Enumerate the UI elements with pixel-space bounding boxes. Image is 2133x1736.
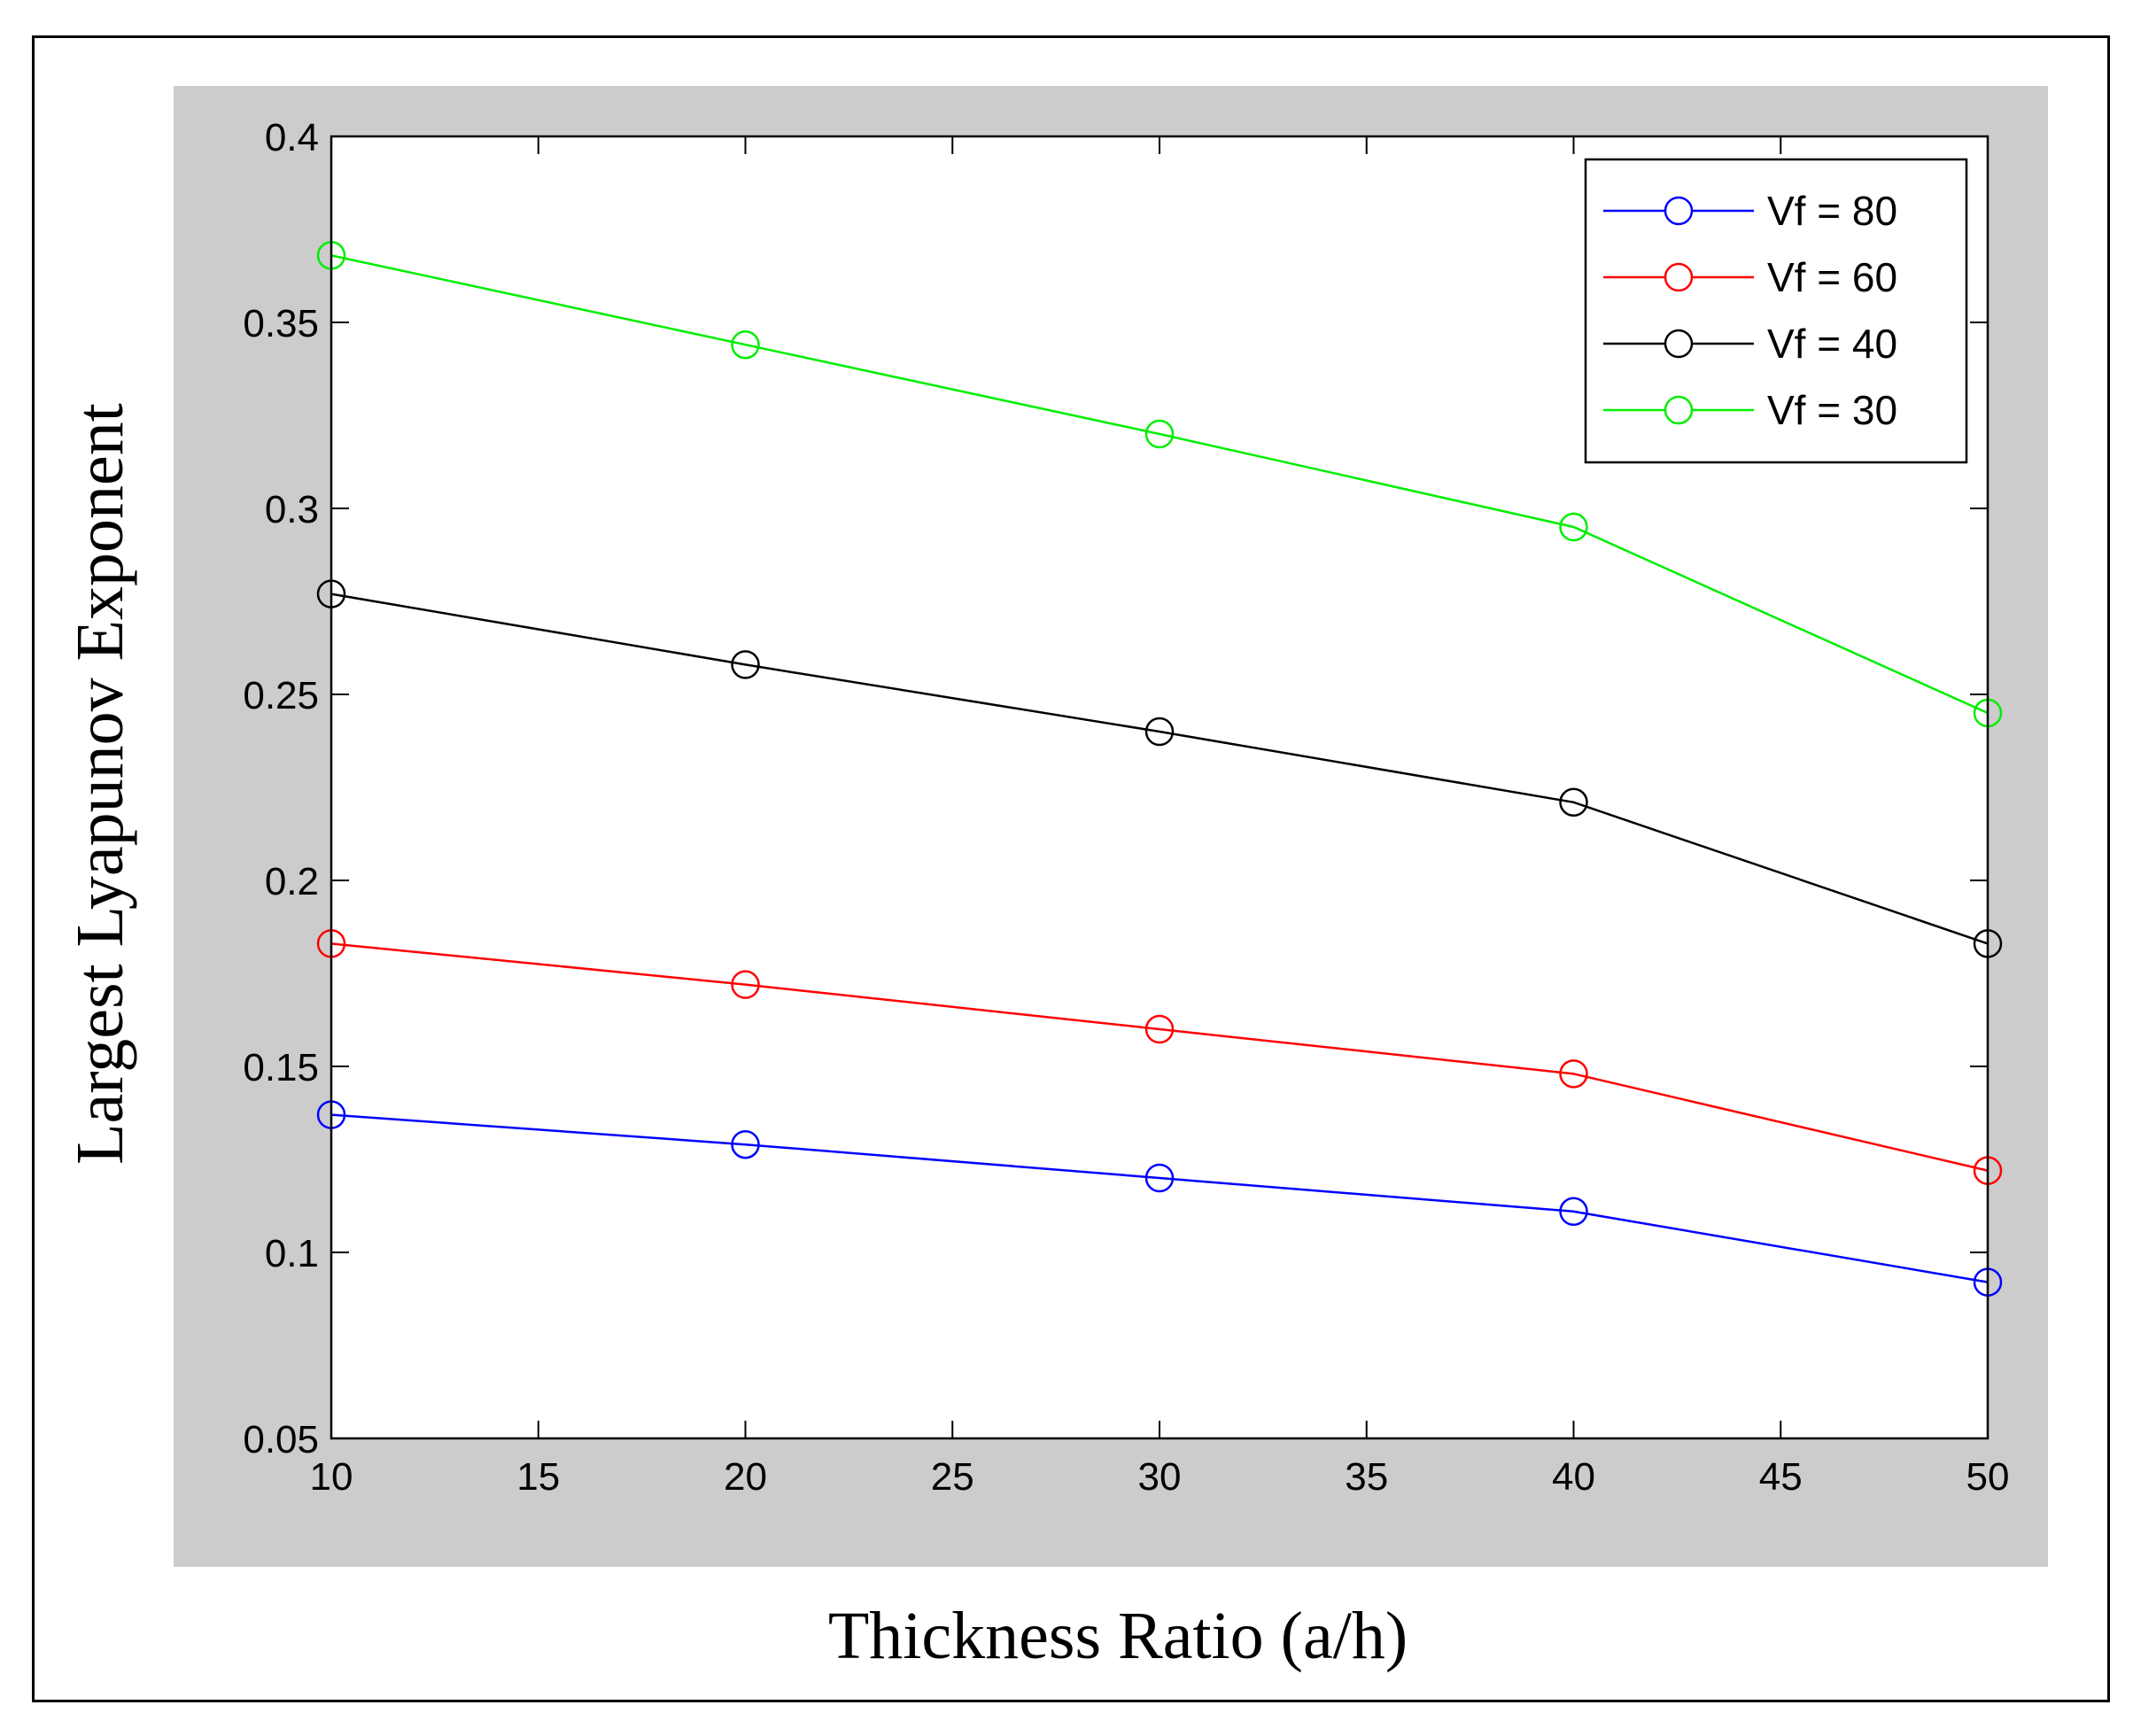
data-point [731,1129,760,1159]
x-tick-label: 45 [1759,1455,1803,1499]
y-axis-title: Largest Lyapunov Exponent [63,403,137,1165]
legend-swatch-marker [1664,395,1694,425]
series-line [330,254,1989,715]
y-tick-label: 0.4 [265,116,319,159]
legend-label: Vf = 80 [1767,188,1897,234]
legend-entry: Vf = 30 [1603,387,1897,433]
series-line [330,593,1989,945]
legend-swatch-marker [1664,329,1694,359]
x-tick-label: 25 [931,1455,974,1499]
data-point [1144,419,1175,449]
y-tick-label: 0.2 [265,860,319,903]
tick-labels: 10 15 20 25 30 35 40 45 50 0.05 0.1 0.15 0.2 0.25 0.3 0… [243,116,2009,1499]
data-point [1144,717,1175,747]
legend-entry: Vf = 80 [1603,188,1897,234]
y-tick-label: 0.15 [243,1046,319,1089]
legend: Vf = 80 Vf = 60 Vf = 40 Vf = 30 [1584,158,1968,464]
y-tick-label: 0.05 [243,1418,319,1461]
legend-label: Vf = 40 [1767,321,1897,367]
legend-entry: Vf = 60 [1603,254,1897,300]
x-axis-title: Thickness Ratio (a/h) [828,1599,1408,1673]
legend-entry: Vf = 40 [1603,321,1897,367]
x-tick-label: 20 [724,1455,767,1499]
x-tick-label: 10 [310,1455,353,1499]
data-point [1144,1163,1175,1193]
data-point [1144,1014,1175,1044]
data-point [1559,787,1588,818]
x-tick-label: 50 [1966,1455,2010,1499]
series-line [330,942,1989,1172]
x-tick-label: 30 [1138,1455,1182,1499]
axes-box [330,135,1990,1440]
data-point [1559,512,1588,542]
series-line [330,1113,1989,1283]
x-tick-label: 35 [1345,1455,1388,1499]
data-point [1559,1059,1588,1089]
data-point [731,650,760,679]
data-point [731,970,760,999]
y-tick-label: 0.1 [265,1232,319,1275]
legend-swatch-marker [1664,196,1694,226]
legend-label: Vf = 30 [1767,387,1897,433]
data-point [731,329,760,360]
data-point [1559,1197,1588,1227]
x-tick-label: 40 [1552,1455,1595,1499]
y-tick-label: 0.3 [265,488,319,531]
x-tick-label: 15 [516,1455,560,1499]
legend-swatch-marker [1664,262,1694,292]
y-tick-label: 0.25 [243,674,319,717]
y-tick-label: 0.35 [243,302,319,345]
legend-label: Vf = 60 [1767,254,1897,300]
